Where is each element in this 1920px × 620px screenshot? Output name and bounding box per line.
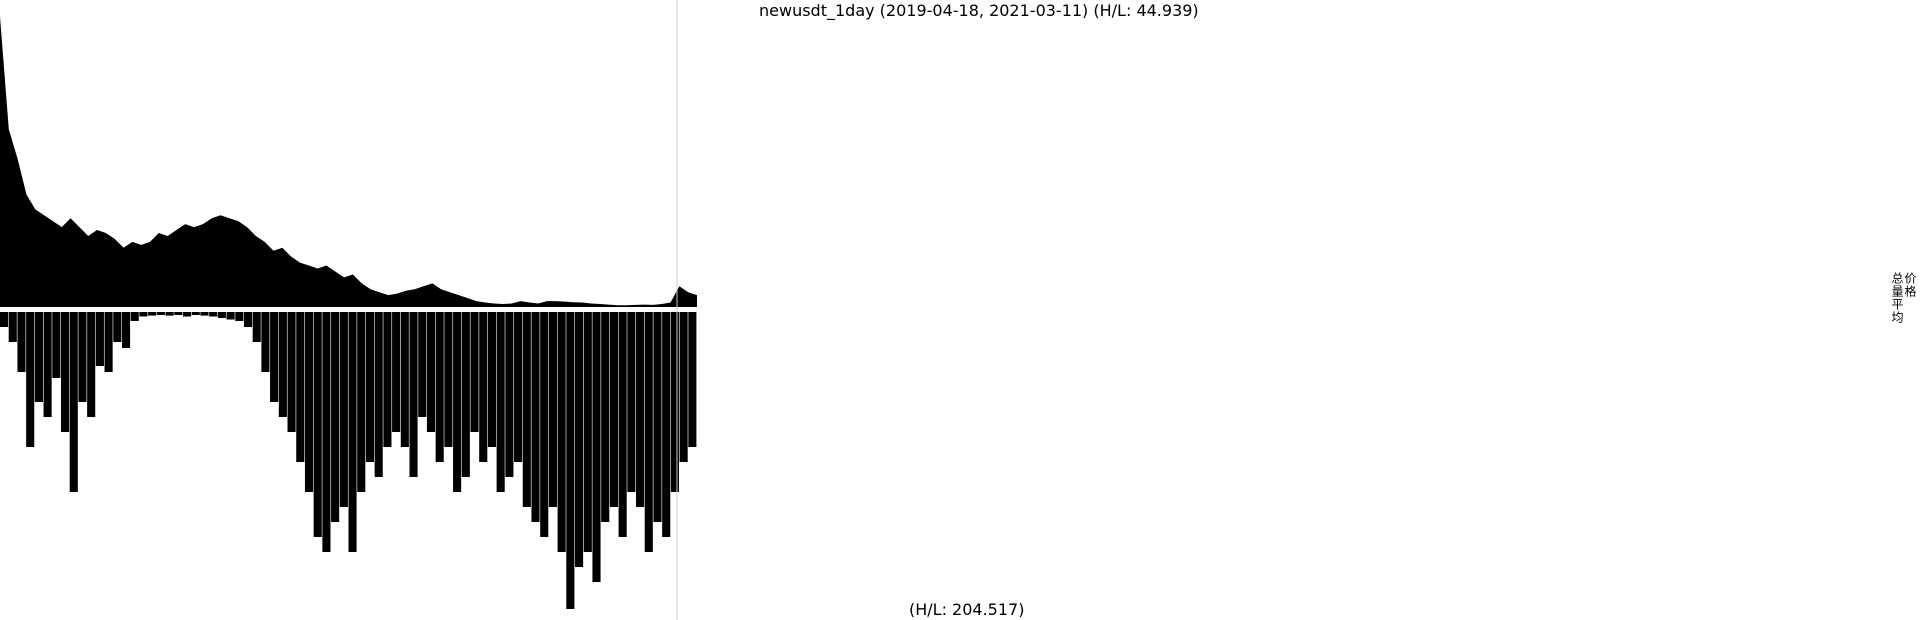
volume-bar xyxy=(243,312,253,327)
legend: 价格 总量平均 xyxy=(1890,272,1917,324)
volume-bar xyxy=(226,312,235,320)
volume-bar xyxy=(34,312,43,402)
volume-bar xyxy=(548,312,557,507)
volume-bar xyxy=(453,312,462,492)
volume-bar xyxy=(653,312,662,522)
price-area xyxy=(0,16,697,307)
volume-bar xyxy=(304,312,314,492)
volume-bar xyxy=(479,312,488,462)
volume-bar xyxy=(357,312,366,492)
volume-bar xyxy=(557,312,566,552)
volume-bar xyxy=(662,312,671,537)
volume-bar xyxy=(252,312,261,342)
volume-bar xyxy=(566,312,575,609)
volume-bar xyxy=(296,312,305,462)
volume-bar xyxy=(435,312,444,462)
volume-bar xyxy=(601,312,610,522)
volume-bar xyxy=(374,312,383,477)
volume-bar xyxy=(104,312,113,372)
volume-bar xyxy=(461,312,470,477)
volume-bar xyxy=(688,312,697,447)
volume-bar xyxy=(670,312,679,492)
volume-bar xyxy=(165,312,174,316)
volume-bar xyxy=(69,312,78,492)
volume-bar xyxy=(121,312,131,348)
volume-bar xyxy=(191,312,200,315)
volume-bar xyxy=(87,312,96,417)
volume-bar xyxy=(235,312,244,321)
volume-bar xyxy=(60,312,70,432)
volume-bar xyxy=(583,312,592,552)
volume-bar xyxy=(139,312,148,317)
legend-volume: 总量平均 xyxy=(1890,272,1904,324)
volume-bar xyxy=(200,312,209,316)
volume-bar xyxy=(522,312,531,507)
volume-bar xyxy=(348,312,357,552)
volume-bar xyxy=(113,312,122,342)
volume-bar xyxy=(174,312,183,315)
volume-bar xyxy=(540,312,549,537)
volume-bar xyxy=(644,312,653,552)
volume-bar xyxy=(505,312,514,477)
volume-bar xyxy=(627,312,636,492)
volume-bar xyxy=(287,312,296,432)
volume-bar xyxy=(426,312,436,432)
volume-bar xyxy=(182,312,192,317)
volume-bar xyxy=(418,312,427,417)
chart-title: newusdt_1day (2019-04-18, 2021-03-11) (H… xyxy=(759,1,1199,20)
volume-bar xyxy=(43,312,52,417)
volume-bar xyxy=(313,312,322,537)
volume-hl-label: (H/L: 204.517) xyxy=(909,600,1025,619)
volume-bar xyxy=(156,312,165,315)
volume-bar xyxy=(217,312,226,318)
volume-bar xyxy=(470,312,479,432)
volume-bar xyxy=(8,312,17,342)
volume-bar xyxy=(331,312,340,522)
volume-bar xyxy=(592,312,601,582)
volume-bar xyxy=(618,312,627,537)
volume-bar xyxy=(130,312,139,321)
volume-bar xyxy=(636,312,645,507)
volume-bar xyxy=(0,312,9,327)
volume-bar xyxy=(270,312,279,402)
legend-price: 价格 xyxy=(1903,272,1917,298)
volume-bar xyxy=(339,312,348,507)
volume-bar xyxy=(383,312,392,447)
volume-bar xyxy=(392,312,401,432)
volume-bar xyxy=(148,312,157,316)
volume-bar xyxy=(322,312,331,552)
volume-bar xyxy=(409,312,418,477)
volume-bar xyxy=(514,312,523,462)
volume-panel xyxy=(0,312,697,609)
volume-bar xyxy=(95,312,104,366)
volume-bar xyxy=(487,312,497,447)
volume-bar xyxy=(17,312,26,372)
volume-bar xyxy=(400,312,409,447)
volume-bar xyxy=(26,312,35,447)
price-panel xyxy=(0,16,697,307)
volume-bar xyxy=(444,312,453,447)
volume-bar xyxy=(365,312,375,462)
volume-bar xyxy=(78,312,87,402)
volume-bar xyxy=(575,312,584,567)
volume-bar xyxy=(496,312,505,492)
volume-bar xyxy=(261,312,270,372)
volume-bar xyxy=(278,312,287,417)
volume-bar xyxy=(52,312,61,378)
volume-bar xyxy=(531,312,540,522)
volume-bar xyxy=(679,312,688,462)
volume-bar xyxy=(209,312,218,317)
volume-bar xyxy=(609,312,618,507)
